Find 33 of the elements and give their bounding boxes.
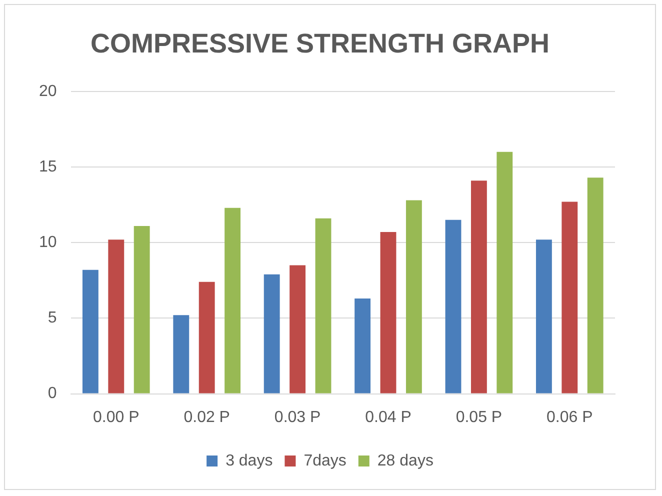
bar xyxy=(562,202,578,394)
y-tick-label: 10 xyxy=(39,234,57,252)
x-tick-label: 0.00 P xyxy=(93,408,140,426)
y-tick-label: 15 xyxy=(39,158,57,176)
bar xyxy=(354,298,371,394)
bar xyxy=(406,200,422,394)
bar xyxy=(290,265,306,394)
bar xyxy=(264,274,280,394)
bar xyxy=(198,282,215,394)
y-tick-label: 5 xyxy=(48,310,57,327)
x-tick-label: 0.05 P xyxy=(456,408,502,426)
bar xyxy=(82,270,98,394)
bar xyxy=(134,226,150,394)
x-tick-label: 0.06 P xyxy=(546,408,593,426)
legend-label: 3 days xyxy=(226,452,273,470)
y-tick-label: 20 xyxy=(39,82,57,100)
x-tick-label: 0.02 P xyxy=(184,408,230,426)
bar xyxy=(496,152,513,394)
bar xyxy=(380,232,396,394)
legend-label: 28 days xyxy=(377,452,434,470)
y-tick-label: 0 xyxy=(48,385,57,402)
legend-label: 7days xyxy=(304,452,346,470)
bar xyxy=(224,208,241,394)
chart-title: COMPRESSIVE STRENGTH GRAPH xyxy=(90,28,550,59)
x-tick-label: 0.03 P xyxy=(274,408,321,426)
x-tick-label: 0.04 P xyxy=(365,408,412,426)
bar xyxy=(470,180,487,394)
bar xyxy=(587,178,604,394)
bar xyxy=(108,240,124,394)
bar xyxy=(173,315,190,394)
bar xyxy=(445,220,462,394)
bar xyxy=(536,240,552,394)
bar xyxy=(315,218,332,394)
